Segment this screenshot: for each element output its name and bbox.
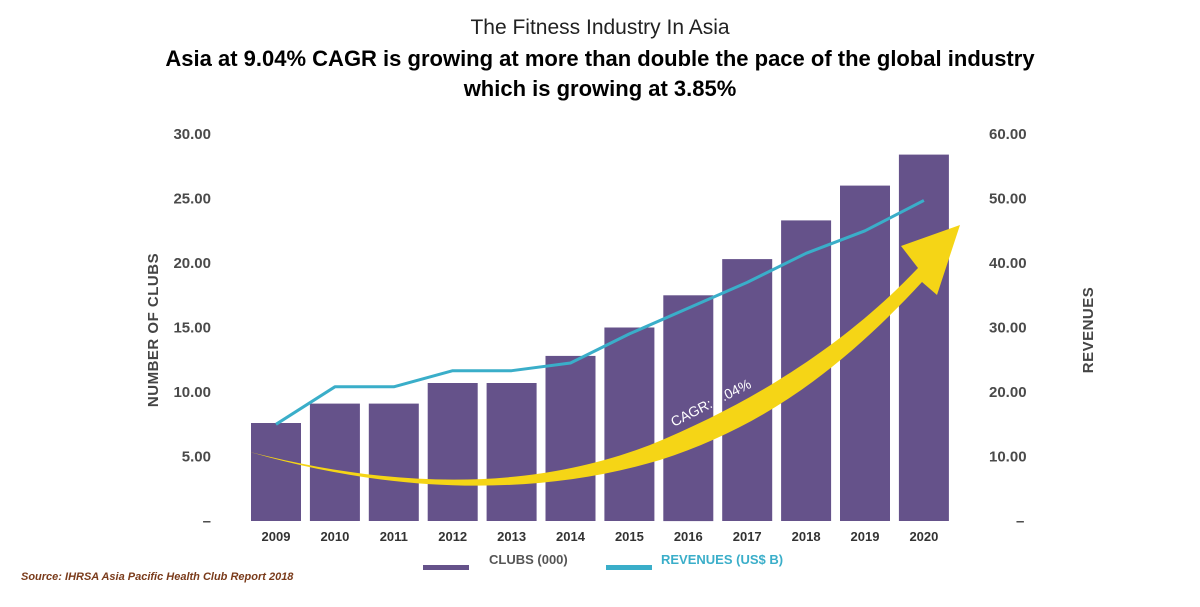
y-left-tick-4: 20.00	[173, 255, 211, 272]
bars-layer	[251, 154, 949, 522]
y-left-tick-2: 10.00	[173, 384, 211, 401]
y-right-tick-4: 40.00	[989, 255, 1027, 272]
legend-swatch-clubs	[423, 565, 469, 570]
x-tick-2019: 2019	[851, 529, 880, 544]
y-left-tick-3: 15.00	[173, 320, 211, 337]
revenue-line	[275, 199, 925, 426]
y-axis-title-left: NUMBER OF CLUBS	[145, 253, 162, 407]
legend-item-revenues: REVENUES (US$ B)	[606, 552, 783, 570]
y-axis-title-right: REVENUES	[1080, 287, 1097, 374]
chart-title: The Fitness Industry In Asia	[470, 16, 730, 39]
x-tick-2014: 2014	[556, 529, 586, 544]
x-tick-2017: 2017	[733, 529, 762, 544]
source-note: Source: IHRSA Asia Pacific Health Club R…	[21, 571, 294, 583]
bar-clubs-2012	[427, 383, 478, 521]
subtitle-line-2: which is growing at 3.85%	[463, 76, 737, 101]
x-tick-2010: 2010	[320, 529, 349, 544]
legend-item-clubs: CLUBS (000)	[423, 552, 568, 570]
x-tick-2016: 2016	[674, 529, 703, 544]
bar-clubs-2020	[898, 154, 949, 521]
bar-clubs-2013	[486, 383, 537, 521]
y-right-tick-2: 20.00	[989, 384, 1027, 401]
x-tick-2011: 2011	[380, 529, 408, 544]
bar-clubs-2009	[251, 423, 301, 521]
legend-swatch-revenues	[606, 565, 652, 570]
y-right-tick-6: 60.00	[989, 126, 1027, 143]
y-left-tick-0: –	[203, 513, 211, 530]
x-tick-2009: 2009	[262, 529, 291, 544]
bar-clubs-2011	[368, 403, 419, 521]
x-tick-2018: 2018	[792, 529, 821, 544]
cagr-arrow-shape	[250, 225, 960, 486]
y-right-tick-0: –	[1016, 513, 1024, 530]
bar-clubs-2010	[309, 403, 360, 521]
y-left-tick-1: 5.00	[182, 449, 211, 466]
y-right-tick-5: 50.00	[989, 191, 1027, 208]
revenue-line-layer	[275, 199, 925, 426]
bar-clubs-2016	[663, 295, 714, 522]
legend: CLUBS (000) REVENUES (US$ B)	[423, 552, 783, 570]
x-tick-2015: 2015	[615, 529, 644, 544]
y-right-tick-3: 30.00	[989, 320, 1027, 337]
x-tick-2013: 2013	[497, 529, 526, 544]
y-left-tick-5: 25.00	[173, 191, 211, 208]
y-right-tick-1: 10.00	[989, 449, 1027, 466]
chart-subtitle: Asia at 9.04% CAGR is growing at more th…	[100, 44, 1100, 104]
axes-layer: – 5.00 10.00 15.00 20.00 25.00 30.00 – 10.00 20.0…	[145, 126, 1097, 544]
bar-clubs-2014	[545, 355, 596, 521]
x-tick-2020: 2020	[909, 529, 938, 544]
bar-clubs-2015	[604, 327, 655, 521]
x-tick-2012: 2012	[438, 529, 467, 544]
legend-label-clubs: CLUBS (000)	[489, 552, 568, 567]
subtitle-line-1: Asia at 9.04% CAGR is growing at more th…	[165, 46, 1035, 71]
y-left-tick-6: 30.00	[173, 126, 211, 143]
legend-label-revenues: REVENUES (US$ B)	[661, 552, 783, 567]
